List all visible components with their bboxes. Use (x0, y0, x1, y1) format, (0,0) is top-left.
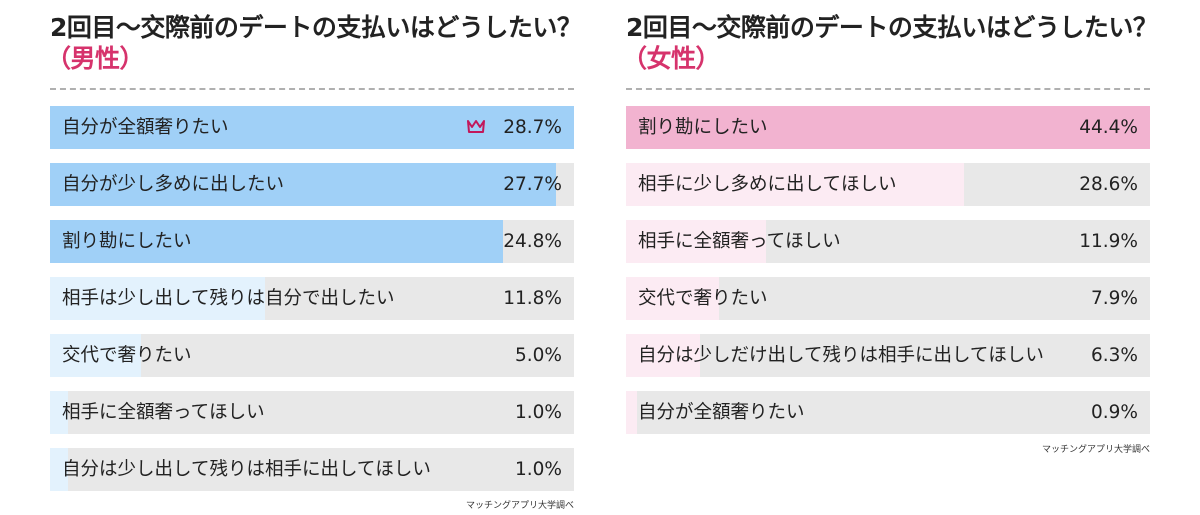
male-bar-label: 自分が少し多めに出したい (62, 174, 285, 195)
male-bar-value: 11.8% (503, 288, 562, 309)
male-bar-fill (50, 448, 69, 491)
female-bar-value: 11.9% (1079, 231, 1138, 252)
male-chart-source: マッチングアプリ大学調べ (465, 501, 574, 511)
male-bar-label: 自分が全額奢りたい (62, 117, 229, 138)
female-bar-value: 0.9% (1091, 402, 1138, 423)
male-bar-value: 5.0% (515, 345, 562, 366)
male-bar-label: 割り勘にしたい (62, 231, 192, 252)
male-bar-fill (50, 391, 69, 434)
male-bar-fill (50, 163, 556, 206)
male-bar-value: 28.7% (503, 117, 562, 138)
female-bar-value: 44.4% (1079, 117, 1138, 138)
female-bar-row: 自分が全額奢りたい 0.9% (626, 391, 1150, 434)
female-chart-panel: 2回目〜交際前のデートの支払いはどうしたい？ （女性） 割り勘にしたい 44.4%… (622, 12, 1158, 510)
female-bar-value: 7.9% (1091, 288, 1138, 309)
male-bar-row: 自分は少し出して残りは相手に出してほしい 1.0% (50, 448, 574, 491)
male-chart-subtitle: （男性） (46, 44, 145, 73)
male-bar-row: 相手は少し出して残りは自分で出したい 11.8% (50, 277, 574, 320)
male-bar-label: 交代で奢りたい (62, 345, 192, 366)
male-bar-list: 自分が全額奢りたい 28.7% 自分が少し多めに出したい 27.7% 割り勘にしたい 24… (50, 90, 574, 510)
female-chart-source: マッチングアプリ大学調べ (1041, 445, 1150, 455)
female-bar-fill (626, 106, 1150, 149)
female-bar-fill (626, 220, 767, 263)
male-bar-row: 交代で奢りたい 5.0% (50, 334, 574, 377)
male-bar-row: 割り勘にしたい 24.8% (50, 220, 574, 263)
male-bar-label: 自分は少し出して残りは相手に出してほしい (62, 459, 431, 480)
female-bar-label: 自分が全額奢りたい (638, 402, 805, 423)
female-bar-fill (626, 277, 720, 320)
female-bar-label: 相手に少し多めに出してほしい (638, 174, 897, 195)
female-bar-fill (626, 334, 701, 377)
female-bar-list: 割り勘にしたい 44.4% 相手に少し多めに出してほしい 28.6% 相手に全額奢ってほ… (626, 90, 1150, 510)
female-bar-row: 相手に少し多めに出してほしい 28.6% (626, 163, 1150, 206)
male-bar-value: 1.0% (515, 459, 562, 480)
male-bar-row: 相手に全額奢ってほしい 1.0% (50, 391, 574, 434)
female-bar-row: 割り勘にしたい 44.4% (626, 106, 1150, 149)
female-bar-row: 自分は少しだけ出して残りは相手に出してほしい 6.3% (626, 334, 1150, 377)
crown-icon (467, 120, 485, 133)
female-bar-fill (626, 391, 637, 434)
female-bar-value: 28.6% (1079, 174, 1138, 195)
male-chart-title: 2回目〜交際前のデートの支払いはどうしたい？ (50, 13, 582, 42)
male-bar-value: 24.8% (503, 231, 562, 252)
female-bar-fill (626, 163, 964, 206)
female-bar-label: 自分は少しだけ出して残りは相手に出してほしい (638, 345, 1044, 366)
female-bar-label: 相手に全額奢ってほしい (638, 231, 841, 252)
male-bar-value: 27.7% (503, 174, 562, 195)
female-bar-label: 割り勘にしたい (638, 117, 768, 138)
male-bar-value: 1.0% (515, 402, 562, 423)
female-bar-value: 6.3% (1091, 345, 1138, 366)
male-bar-label: 相手に全額奢ってほしい (62, 402, 265, 423)
male-bar-fill (50, 220, 503, 263)
female-bar-row: 相手に全額奢ってほしい 11.9% (626, 220, 1150, 263)
female-chart-title: 2回目〜交際前のデートの支払いはどうしたい？ (626, 13, 1158, 42)
male-chart-panel: 2回目〜交際前のデートの支払いはどうしたい？ （男性） 自分が全額奢りたい 28.… (46, 12, 582, 511)
male-bar-label: 相手は少し出して残りは自分で出したい (62, 288, 395, 309)
male-bar-fill (50, 334, 142, 377)
female-bar-label: 交代で奢りたい (638, 288, 768, 309)
male-bar-row: 自分が少し多めに出したい 27.7% (50, 163, 574, 206)
male-bar-fill (50, 106, 574, 149)
female-bar-row: 交代で奢りたい 7.9% (626, 277, 1150, 320)
female-chart-subtitle: （女性） (622, 44, 721, 73)
male-bar-fill (50, 277, 266, 320)
male-bar-row: 自分が全額奢りたい 28.7% (50, 106, 574, 149)
female-chart-divider (626, 88, 1150, 90)
male-chart-divider (50, 88, 574, 90)
